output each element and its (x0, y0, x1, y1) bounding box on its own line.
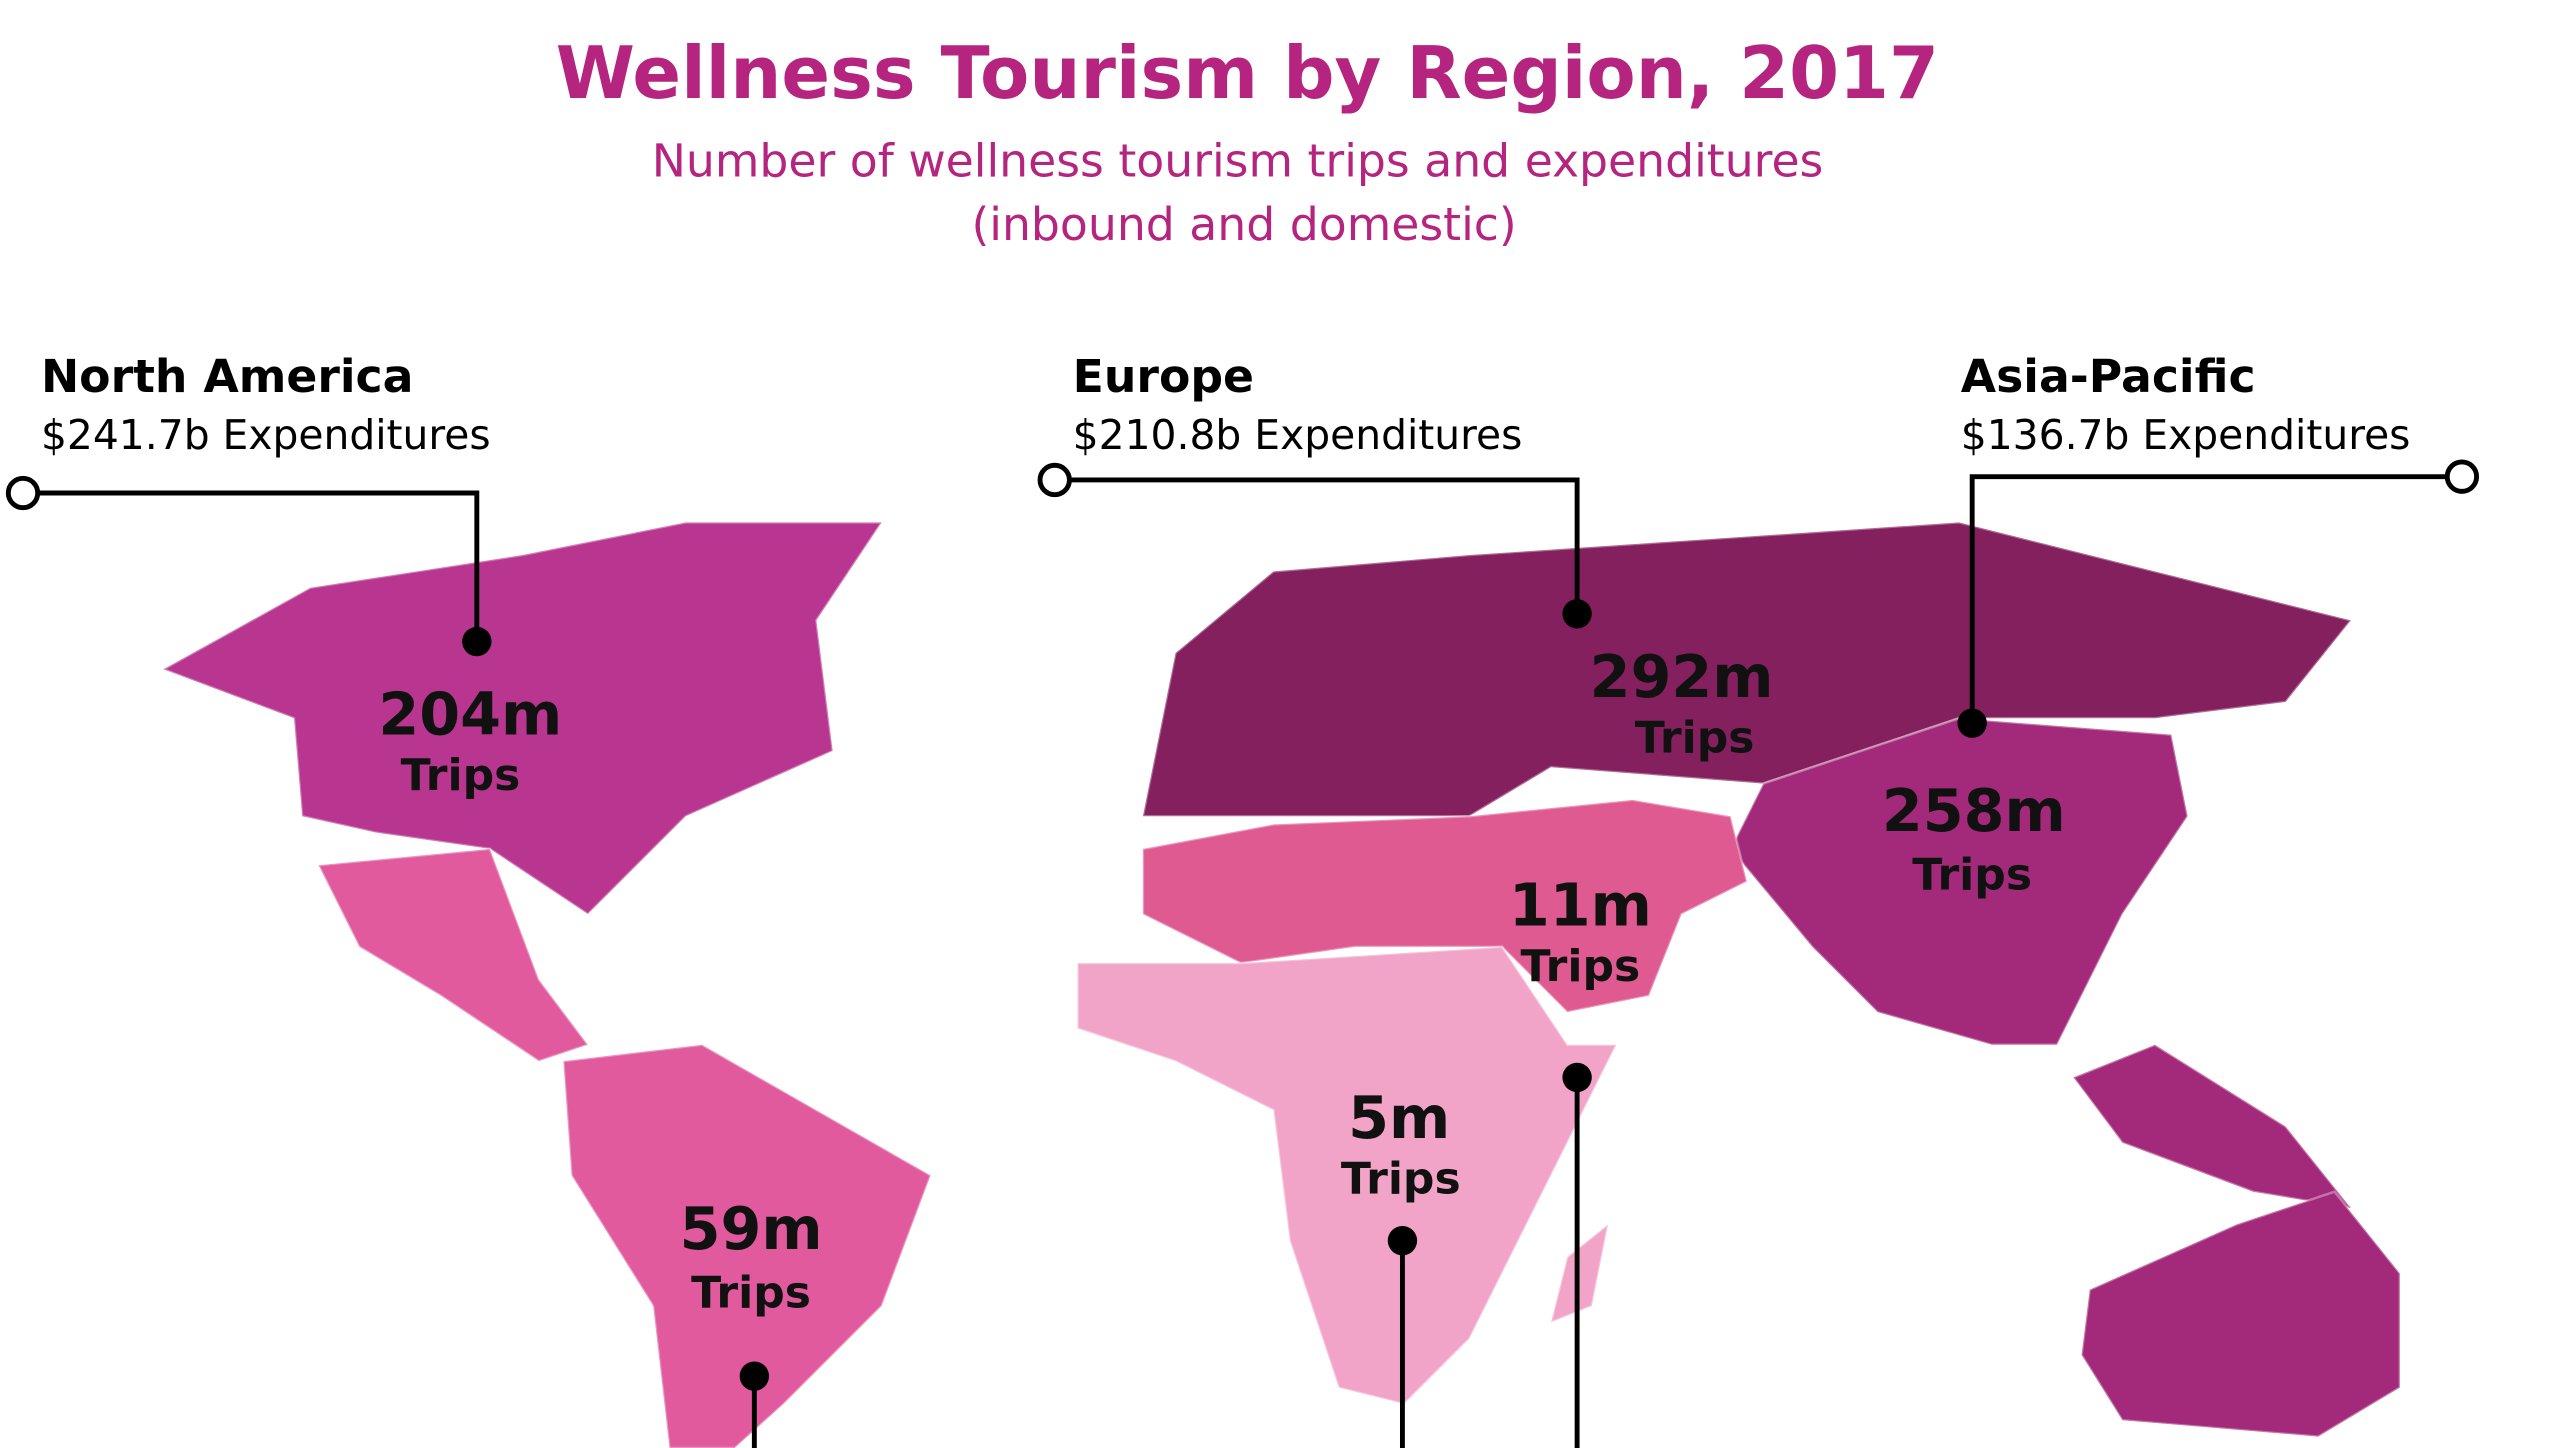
leader-dot (739, 1361, 770, 1391)
leader-line (1969, 474, 2462, 724)
middle-east-shape (1141, 798, 1749, 1014)
region-name: Europe (1073, 350, 1254, 403)
leaders (5, 459, 2480, 1448)
europe-shape (1141, 521, 2354, 818)
trips-unit: Trips (691, 1268, 811, 1319)
leader-line (22, 490, 480, 642)
north-america-shape (160, 521, 884, 916)
world-map (160, 521, 2402, 1448)
region-name: Asia-Pacific (1961, 350, 2256, 403)
leader-dot (1387, 1225, 1418, 1256)
leader-dot (1562, 599, 1592, 629)
southeast-asia-shape (2071, 1043, 2354, 1210)
leader-end (2444, 459, 2480, 494)
trips-unit: Trips (1520, 941, 1640, 992)
trips-value: 204m (378, 680, 562, 749)
subtitle: (inbound and domestic) (971, 198, 1516, 251)
south-america-shape (562, 1043, 933, 1448)
trips-unit: Trips (1912, 850, 2032, 901)
leader-dot (462, 626, 492, 657)
trips-value: 11m (1509, 871, 1652, 940)
region-expenditures: $136.7b Expenditures (1961, 411, 2411, 459)
trips-value: 258m (1882, 776, 2066, 845)
region-expenditures: $210.8b Expenditures (1073, 411, 1523, 459)
title: Wellness Tourism by Region, 2017 (556, 31, 1939, 115)
asia-shape (1729, 717, 2189, 1047)
central-america-shape (316, 847, 590, 1063)
trips-value: 292m (1590, 642, 1774, 711)
region-expenditures: $241.7b Expenditures (41, 411, 491, 459)
leader-dot (1562, 1062, 1592, 1093)
leader-dot (1957, 708, 1987, 738)
africa-shape (1076, 945, 1619, 1406)
region-name: North America (41, 350, 413, 403)
subtitle: Number of wellness tourism trips and exp… (652, 134, 1824, 187)
leader-line (1054, 477, 1580, 614)
trips-value: 5m (1348, 1083, 1450, 1152)
trips-unit: Trips (1341, 1153, 1461, 1204)
trips-value: 59m (680, 1194, 823, 1263)
trips-unit: Trips (1635, 713, 1755, 764)
leader-end (1037, 462, 1072, 498)
australia-shape (2080, 1190, 2402, 1438)
leader-end (5, 475, 41, 511)
trips-unit: Trips (401, 750, 521, 801)
